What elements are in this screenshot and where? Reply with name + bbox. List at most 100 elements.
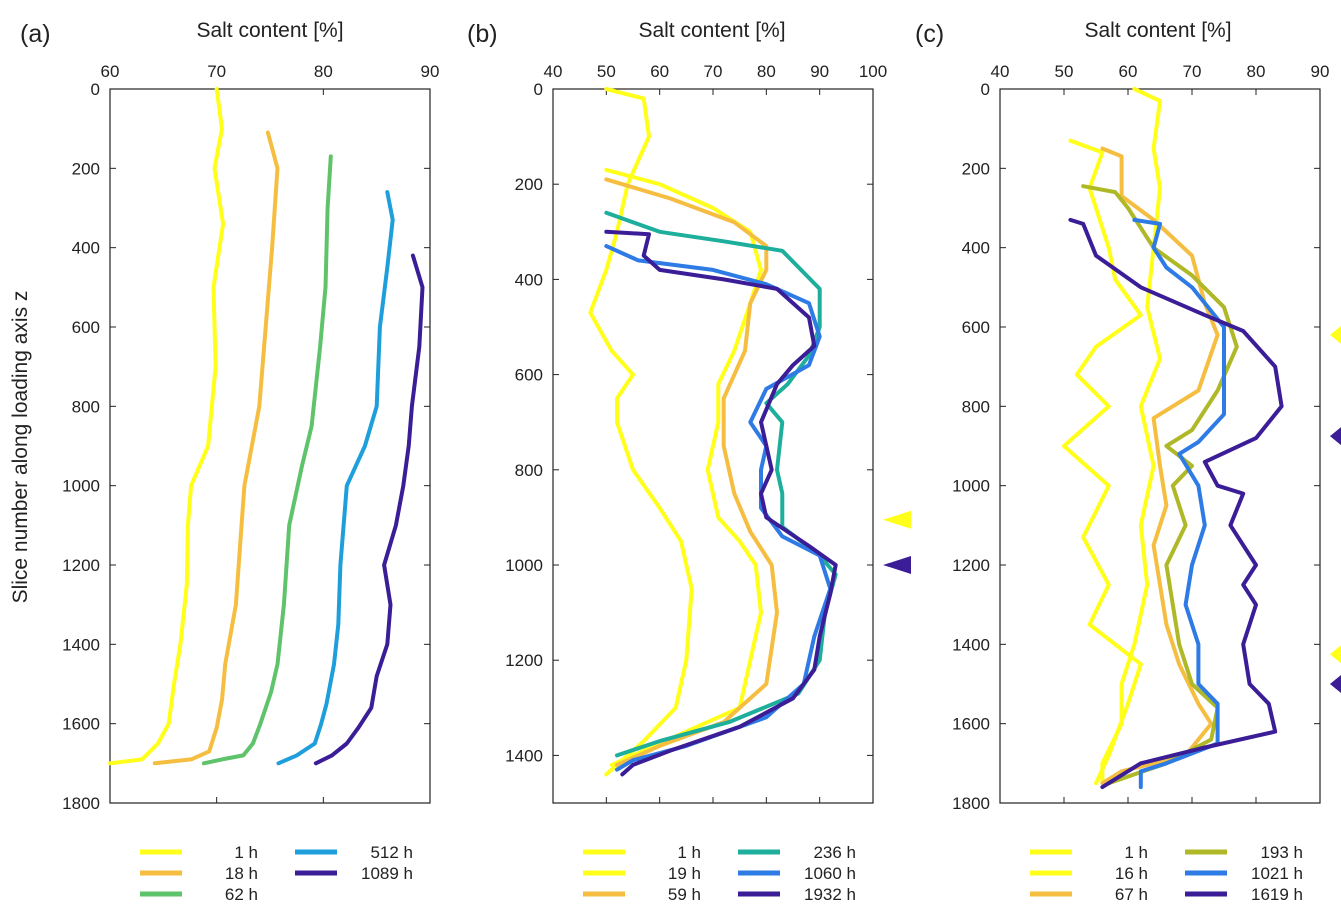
y-tick-label: 1000 <box>952 477 990 496</box>
x-tick-label: 100 <box>859 62 887 81</box>
legend-label: 193 h <box>1260 843 1303 862</box>
series-lines <box>588 87 838 777</box>
y-tick-label: 600 <box>515 366 543 385</box>
series-line <box>1081 184 1239 786</box>
series-line <box>588 87 694 777</box>
x-tick-label: 40 <box>544 62 563 81</box>
x-tick-label: 50 <box>1055 62 1074 81</box>
marker-arrow <box>1330 645 1341 664</box>
series-line <box>276 190 395 766</box>
y-tick-label: 1000 <box>505 556 543 575</box>
x-tick-label: 90 <box>1311 62 1330 81</box>
series-line <box>201 154 333 766</box>
legend-label: 1619 h <box>1251 885 1303 904</box>
markers <box>883 510 911 574</box>
y-tick-label: 800 <box>515 461 543 480</box>
y-tick-label: 1600 <box>62 715 100 734</box>
panel-letter: (c) <box>915 20 944 48</box>
y-tick-label: 600 <box>72 318 100 337</box>
series-line <box>313 253 425 766</box>
legend-label: 1 h <box>677 843 701 862</box>
y-tick-label: 200 <box>72 159 100 178</box>
legend-label: 1 h <box>1124 843 1148 862</box>
y-tick-label: 600 <box>962 318 990 337</box>
x-tick-label: 80 <box>1247 62 1266 81</box>
y-tick-label: 800 <box>962 397 990 416</box>
plot-frame <box>109 88 431 804</box>
series-lines <box>1062 87 1284 790</box>
panel-letter: (b) <box>467 20 498 48</box>
y-tick-label: 1400 <box>505 746 543 765</box>
y-axis-label: Slice number along loading axis z <box>9 291 32 604</box>
x-tick-label: 60 <box>1119 62 1138 81</box>
series-line <box>152 130 280 766</box>
x-tick-label: 40 <box>991 62 1010 81</box>
x-tick-label: 70 <box>704 62 723 81</box>
x-tick-label: 80 <box>314 62 333 81</box>
marker-arrow <box>883 510 911 529</box>
marker-arrow <box>1330 427 1341 446</box>
y-tick-label: 1400 <box>62 635 100 654</box>
legend-label: 1932 h <box>804 885 856 904</box>
panel-c: (c) Salt content [%] 40 50 60 70 80 90 0 200 400… <box>915 19 1341 904</box>
x-tick-label: 60 <box>101 62 120 81</box>
y-tick-label: 200 <box>515 175 543 194</box>
x-axis-title: Salt content [%] <box>196 19 343 42</box>
legend-label: 1021 h <box>1251 864 1303 883</box>
y-tick-label: 1800 <box>62 794 100 813</box>
x-tick-label: 50 <box>597 62 616 81</box>
legend-label: 512 h <box>370 843 413 862</box>
y-tick-label: 0 <box>534 80 543 99</box>
ticks: 60 70 80 90 0 200 400 600 800 1000 1200 1400 1600 180… <box>62 62 439 813</box>
legend: 1 h 18 h 62 h 512 h 1089 h <box>140 843 413 904</box>
legend-label: 67 h <box>1115 885 1148 904</box>
y-tick-label: 1800 <box>952 794 990 813</box>
legend-label: 1060 h <box>804 864 856 883</box>
x-tick-label: 70 <box>207 62 226 81</box>
x-tick-label: 80 <box>757 62 776 81</box>
marker-arrow <box>1330 675 1341 693</box>
x-tick-label: 90 <box>421 62 440 81</box>
series-line <box>1062 138 1143 786</box>
y-tick-label: 1400 <box>952 635 990 654</box>
y-tick-label: 1200 <box>505 651 543 670</box>
y-tick-label: 800 <box>72 397 100 416</box>
y-tick-label: 1200 <box>952 556 990 575</box>
series-line <box>604 177 779 767</box>
series-lines <box>108 87 425 766</box>
series-line <box>108 87 226 766</box>
legend-label: 1 h <box>234 843 258 862</box>
y-tick-label: 400 <box>72 239 100 258</box>
series-line <box>1132 217 1226 790</box>
panel-b: (b) Salt content [%] 40 50 60 70 80 90 1000200… <box>467 19 911 904</box>
legend: 1 h 19 h 59 h 236 h 1060 h 1932 h <box>583 843 856 904</box>
y-tick-label: 400 <box>515 270 543 289</box>
panel-letter: (a) <box>20 20 51 48</box>
y-tick-label: 1200 <box>62 556 100 575</box>
x-axis-title: Salt content [%] <box>1084 19 1231 42</box>
y-tick-label: 0 <box>91 80 100 99</box>
x-tick-label: 90 <box>810 62 829 81</box>
panel-a: (a) Salt content [%] 60 70 80 90 0 200 400 600 8… <box>20 19 439 904</box>
x-tick-label: 60 <box>650 62 669 81</box>
y-tick-label: 0 <box>981 80 990 99</box>
legend-label: 62 h <box>225 885 258 904</box>
plot-frame <box>999 88 1321 804</box>
x-axis-title: Salt content [%] <box>638 19 785 42</box>
legend-label: 59 h <box>668 885 701 904</box>
legend-label: 16 h <box>1115 864 1148 883</box>
ticks: 40 50 60 70 80 90 0 200 400 600 800 1000 1200 1400 160… <box>952 62 1329 813</box>
markers <box>1330 325 1341 693</box>
legend-label: 18 h <box>225 864 258 883</box>
marker-arrow <box>883 556 911 574</box>
y-tick-label: 1600 <box>952 715 990 734</box>
legend-label: 1089 h <box>361 864 413 883</box>
legend-label: 19 h <box>668 864 701 883</box>
legend-label: 236 h <box>813 843 856 862</box>
series-line <box>1100 87 1162 786</box>
x-tick-label: 70 <box>1183 62 1202 81</box>
y-tick-label: 400 <box>962 239 990 258</box>
y-tick-label: 1000 <box>62 477 100 496</box>
